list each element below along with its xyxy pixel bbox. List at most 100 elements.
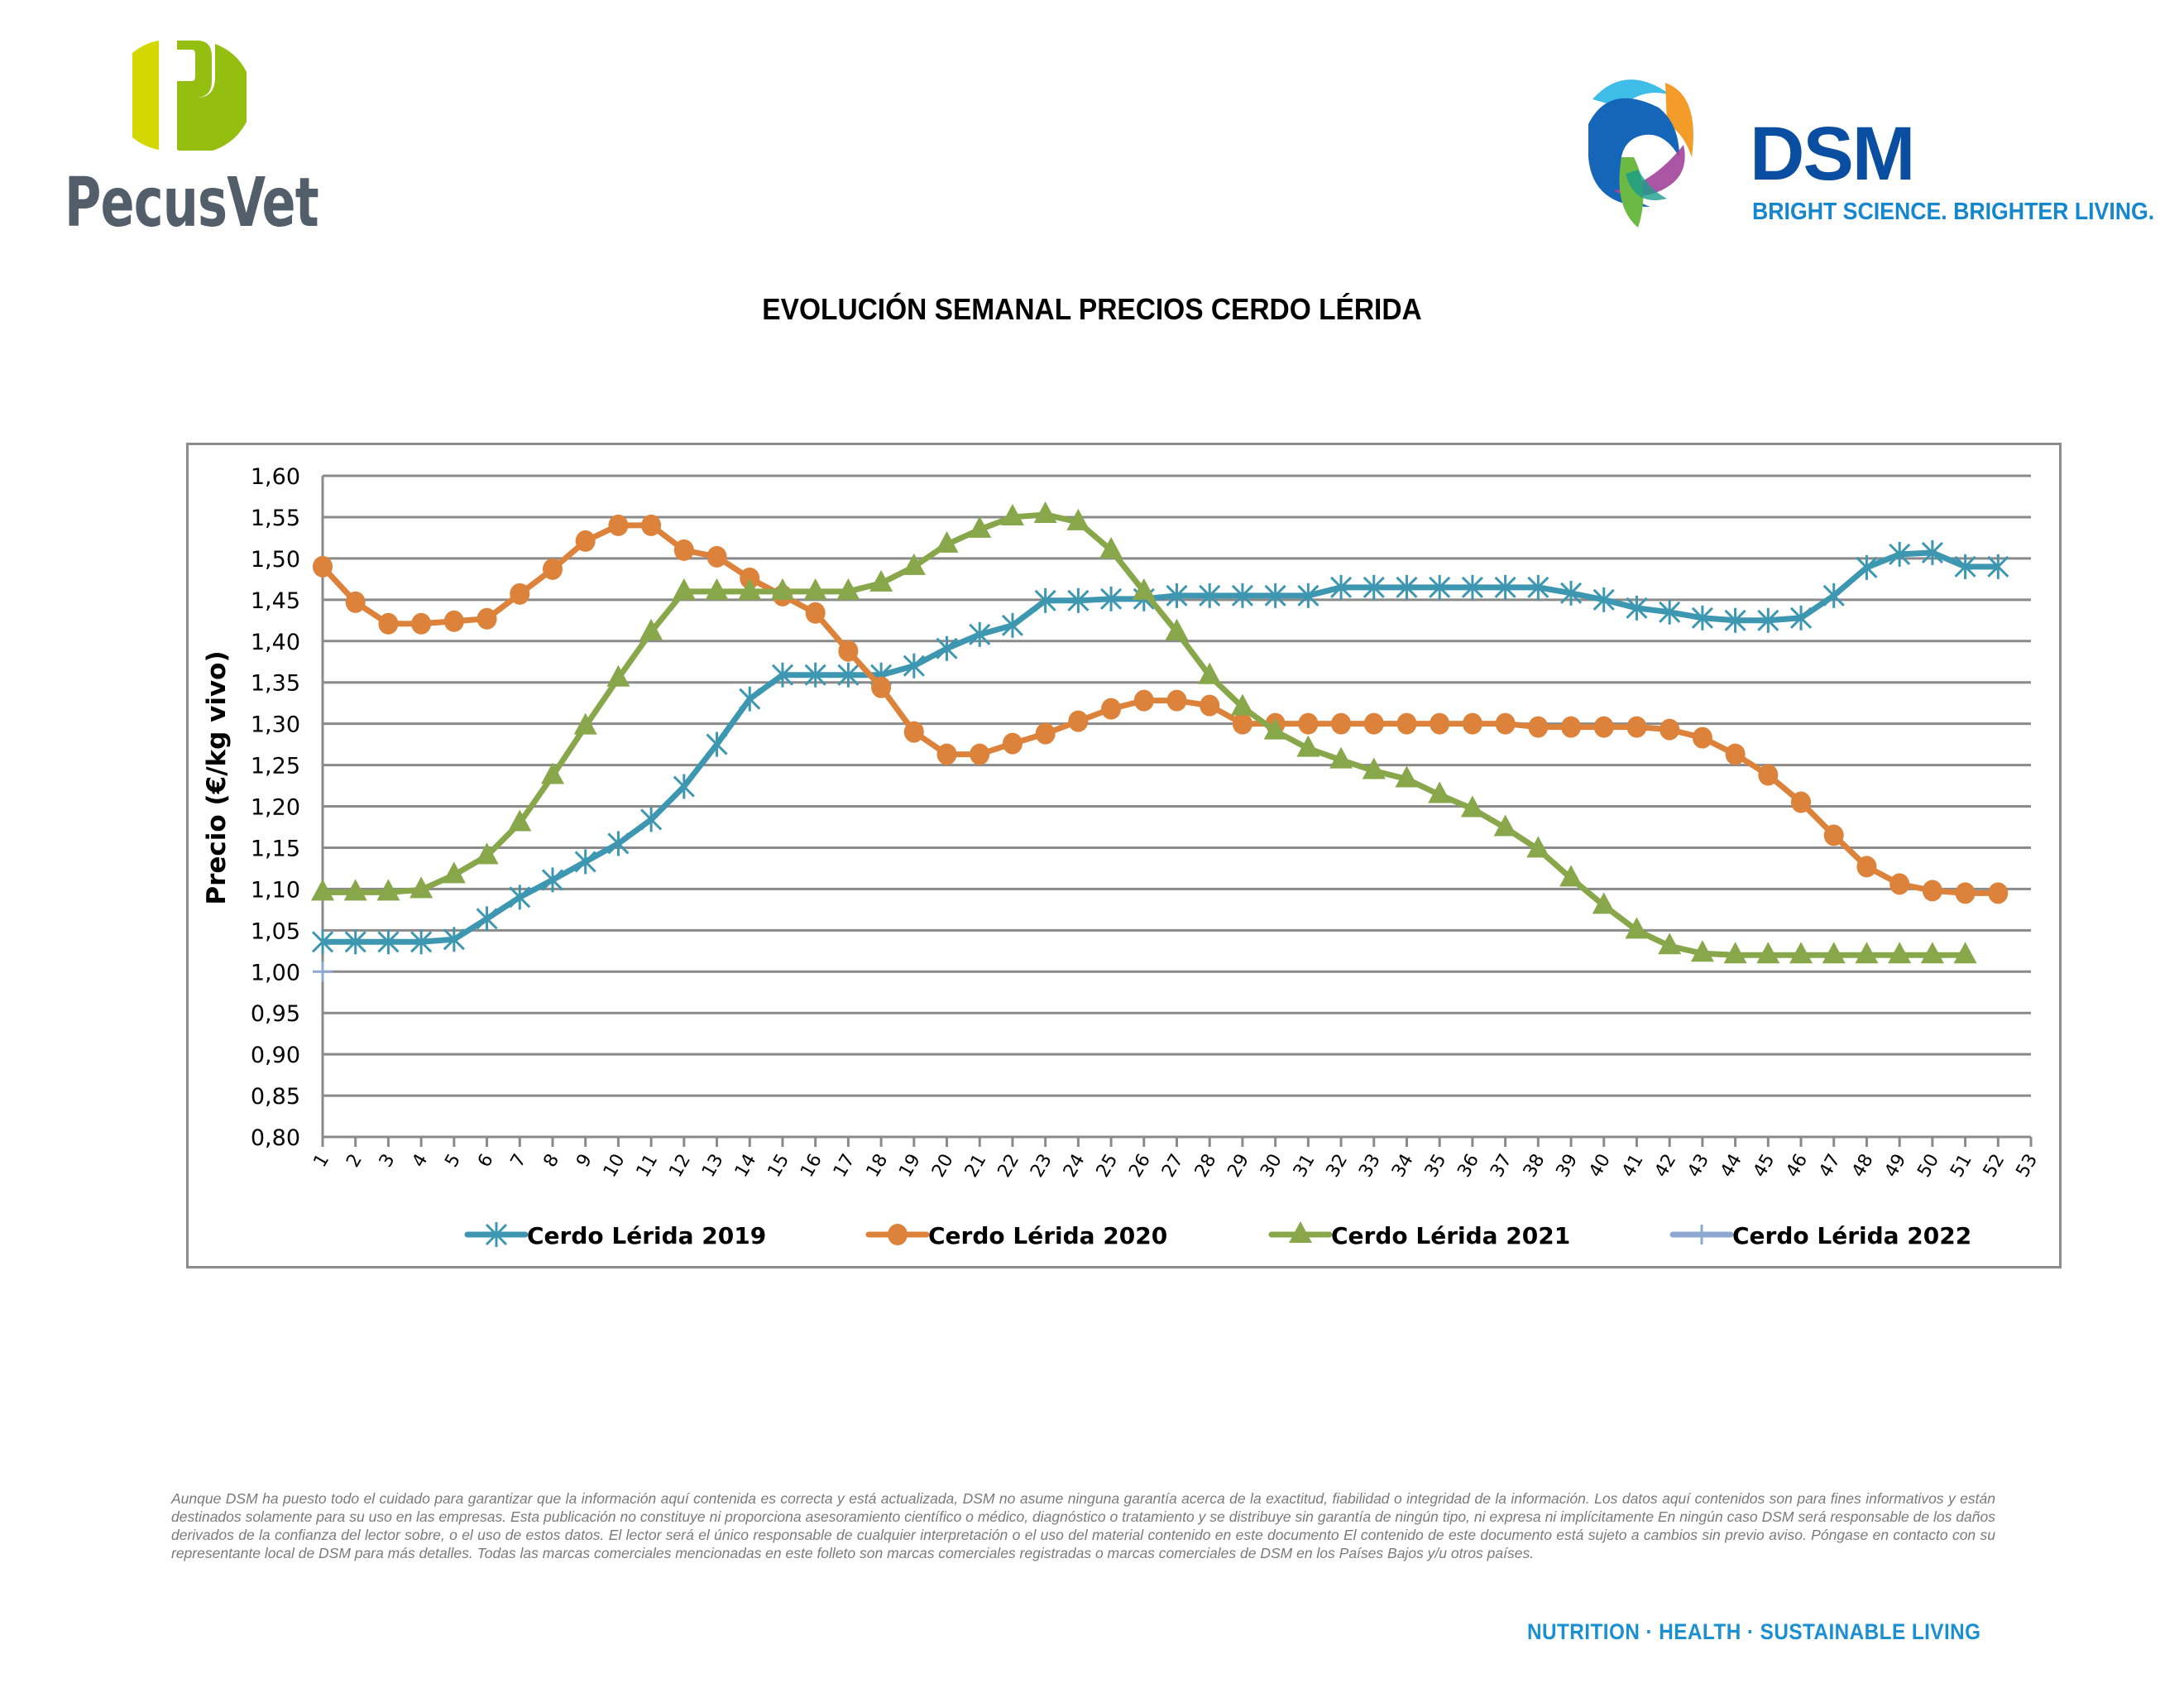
pecusvet-p-icon [132,41,247,151]
data-point-circle [970,743,990,765]
data-point-circle [1922,880,1942,902]
data-point-triangle [1888,942,1912,964]
data-point-circle [1430,712,1450,735]
legend-item[interactable]: Cerdo Lérida 2019 [464,1222,766,1249]
data-point-circle [805,602,826,624]
x-tick-label: 51 [1947,1151,1976,1182]
data-point-triangle [1132,578,1156,600]
dsm-logo: DSM BRIGHT SCIENCE. BRIGHTER LIVING. [1576,66,2155,248]
x-tick-label: 39 [1553,1151,1583,1182]
data-point-star [311,929,334,955]
data-point-star [1559,580,1583,606]
data-point-star [410,929,433,955]
data-point-triangle [311,879,334,901]
y-tick-label: 1,10 [251,877,300,903]
x-tick-label: 31 [1290,1151,1320,1182]
data-point-triangle [968,516,992,538]
x-tick-label: 18 [863,1151,893,1182]
data-point-star [1527,574,1549,600]
y-axis-label: Precio (€/kg vivo) [202,650,232,904]
data-point-star [1429,574,1451,600]
y-tick-label: 1,15 [251,836,300,861]
x-tick-label: 7 [507,1151,531,1172]
x-tick-label: 4 [409,1151,433,1172]
data-point-circle [1725,743,1746,765]
legend-item[interactable]: Cerdo Lérida 2022 [1669,1222,1971,1249]
x-tick-label: 15 [764,1151,794,1182]
data-point-circle [936,743,957,765]
x-tick-label: 45 [1750,1151,1779,1182]
data-point-star [1626,595,1648,621]
data-point-circle [1166,689,1187,712]
data-point-triangle [1428,781,1452,803]
series-lines [311,501,2009,982]
data-point-triangle [1789,942,1813,964]
y-tick-label: 1,40 [251,630,300,655]
data-point-star [485,1222,508,1247]
data-point-star [1100,586,1123,611]
y-tick-label: 1,25 [251,754,300,779]
data-point-star [706,731,728,757]
x-tick-label: 36 [1454,1151,1483,1182]
data-point-circle [1856,856,1877,878]
legend: Cerdo Lérida 2019 Cerdo Lérida 2020 Cerdo … [464,1221,1971,1249]
data-point-triangle [410,876,433,899]
data-point-star [1034,587,1056,613]
data-point-triangle [1263,717,1287,740]
data-point-circle [1593,716,1614,738]
legend-item[interactable]: Cerdo Lérida 2020 [865,1222,1167,1249]
data-point-star [837,662,860,688]
data-point-circle [411,612,432,635]
dsm-swirl-icon [1588,79,1693,228]
data-point-circle [1002,732,1023,755]
data-point-triangle [1723,942,1747,964]
y-tick-label: 1,45 [251,588,300,614]
x-tick-label: 47 [1815,1151,1845,1182]
disclaimer-text: Aunque DSM ha puesto todo el cuidado par… [171,1490,1995,1561]
x-tick-label: 41 [1618,1151,1648,1182]
data-point-circle [903,721,924,743]
data-point-triangle [1855,942,1879,964]
data-point-star [1856,554,1878,580]
data-point-star [1067,587,1090,613]
data-point-triangle [1460,795,1484,818]
data-point-circle [1626,716,1647,738]
data-point-circle [345,591,366,613]
data-point-star [443,927,465,952]
data-point-circle [378,612,399,635]
x-tick-label: 30 [1257,1151,1286,1182]
data-point-circle [1692,727,1712,749]
data-point-triangle [1493,814,1517,837]
data-point-star [1461,574,1483,600]
data-point-triangle [1329,746,1353,769]
data-point-star [1199,583,1221,608]
data-point-triangle [705,578,729,600]
x-tick-label: 13 [698,1151,728,1182]
data-point-triangle [343,879,367,901]
data-point-triangle [508,809,532,832]
data-point-circle [1396,712,1417,735]
data-point-circle [510,583,530,605]
data-point-triangle [475,842,499,865]
y-tick-label: 0,95 [251,1001,300,1027]
data-point-triangle [1658,933,1682,955]
data-point-star [1691,605,1713,631]
legend-item[interactable]: Cerdo Lérida 2021 [1268,1221,1570,1249]
data-point-triangle [1165,618,1189,640]
y-tick-label: 1,30 [251,712,300,738]
x-tick-label: 40 [1585,1151,1615,1182]
x-tick-label: 50 [1913,1151,1943,1182]
data-point-plus [1692,1225,1712,1244]
x-tick-label: 25 [1093,1151,1123,1182]
x-tick-label: 43 [1684,1151,1713,1182]
data-point-star [936,635,958,661]
data-point-triangle [1000,503,1024,525]
y-tick-label: 1,05 [251,918,300,944]
data-point-star [377,929,400,955]
data-point-star [1494,574,1516,600]
data-point-circle [575,530,596,552]
data-point-star [804,662,826,688]
data-point-circle [1133,689,1154,712]
chart-frame [186,443,2062,1268]
